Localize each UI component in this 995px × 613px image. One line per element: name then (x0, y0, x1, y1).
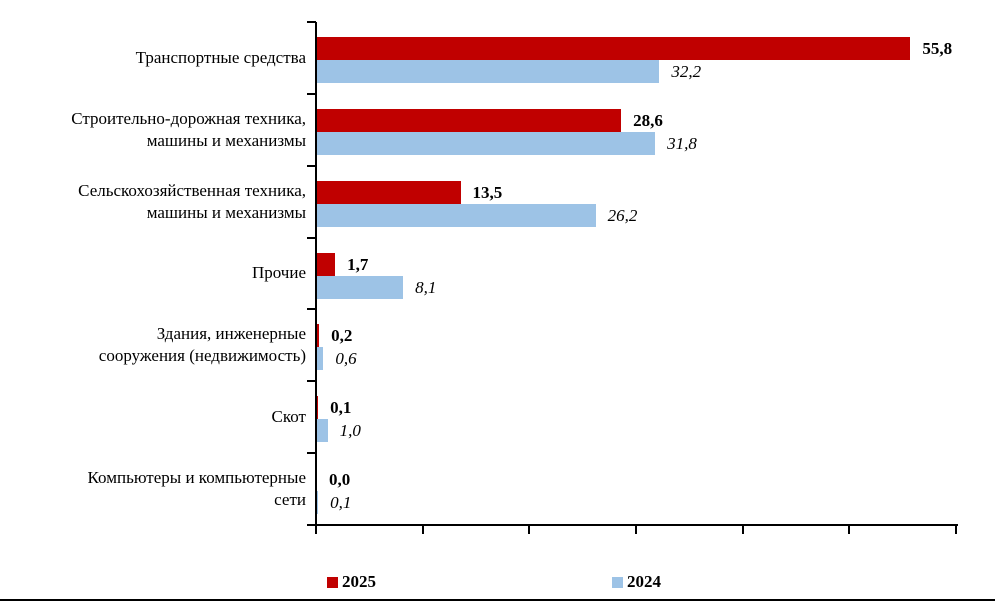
bar-2024-1 (317, 131, 655, 155)
legend-label-2025: 2025 (342, 572, 376, 591)
bar-2024-3 (317, 275, 403, 299)
legend-item-2025: 2025 (327, 570, 376, 594)
legend-swatch-2025 (327, 576, 338, 588)
x-axis-tick (528, 525, 530, 534)
value-label-2024-5: 1,0 (339, 421, 361, 441)
bar-2024-5 (317, 419, 328, 443)
bar-2025-5 (317, 396, 318, 420)
value-label-2024-4: 0,6 (335, 349, 357, 369)
value-label-2025-1: 28,6 (633, 110, 663, 130)
legend-item-2024: 2024 (612, 570, 661, 594)
bar-2025-2 (317, 180, 461, 204)
x-axis-tick (315, 525, 317, 534)
y-axis-tick (307, 93, 316, 95)
bar-2024-2 (317, 203, 596, 227)
value-label-2024-2: 26,2 (607, 205, 638, 225)
x-axis-tick (422, 525, 424, 534)
category-label: Скот (271, 407, 306, 427)
bar-2024-4 (317, 347, 323, 371)
category-label: Транспортные средства (135, 47, 306, 67)
legend-swatch-2024 (612, 576, 623, 588)
x-axis-tick (848, 525, 850, 534)
bottom-rule (0, 599, 995, 601)
value-label-2025-0: 55,8 (922, 39, 953, 58)
legend-label-2024: 2024 (627, 572, 661, 591)
bar-2025-1 (317, 108, 621, 132)
value-label-2025-2: 13,5 (472, 182, 503, 202)
x-axis-tick (955, 525, 957, 534)
category-label: Здания, инженерные сооружения (недвижимо… (98, 324, 306, 366)
y-axis-tick (307, 452, 316, 454)
y-axis-tick (307, 21, 316, 23)
bar-2025-0 (317, 37, 910, 60)
bar-2025-3 (317, 252, 335, 276)
value-label-2024-3: 8,1 (415, 277, 437, 297)
bar-2024-0 (317, 60, 659, 83)
category-label: Компьютеры и компьютерные сети (87, 468, 306, 510)
x-axis-tick (742, 525, 744, 534)
value-label-2025-5: 0,1 (330, 398, 352, 418)
y-axis-tick (307, 380, 316, 382)
category-label: Сельскохозяйственная техника, машины и м… (78, 180, 306, 222)
y-axis-tick (307, 237, 316, 239)
bar-2025-4 (317, 324, 319, 348)
value-label-2024-6: 0,1 (330, 493, 352, 513)
value-label-2025-4: 0,2 (331, 326, 353, 346)
y-axis-tick (307, 524, 316, 526)
legend: 2025 2024 (0, 570, 995, 594)
value-label-2024-0: 32,2 (671, 62, 702, 81)
value-label-2024-1: 31,8 (667, 133, 697, 153)
category-label: Прочие (251, 263, 306, 283)
y-axis-tick (307, 165, 316, 167)
x-axis-tick (635, 525, 637, 534)
value-label-2025-6: 0,0 (329, 470, 351, 490)
category-label: Строительно-дорожная техника, машины и м… (71, 108, 306, 150)
bar-2024-6 (317, 491, 318, 515)
y-axis-tick (307, 308, 316, 310)
value-label-2025-3: 1,7 (347, 254, 369, 274)
y-axis-line (315, 22, 317, 525)
